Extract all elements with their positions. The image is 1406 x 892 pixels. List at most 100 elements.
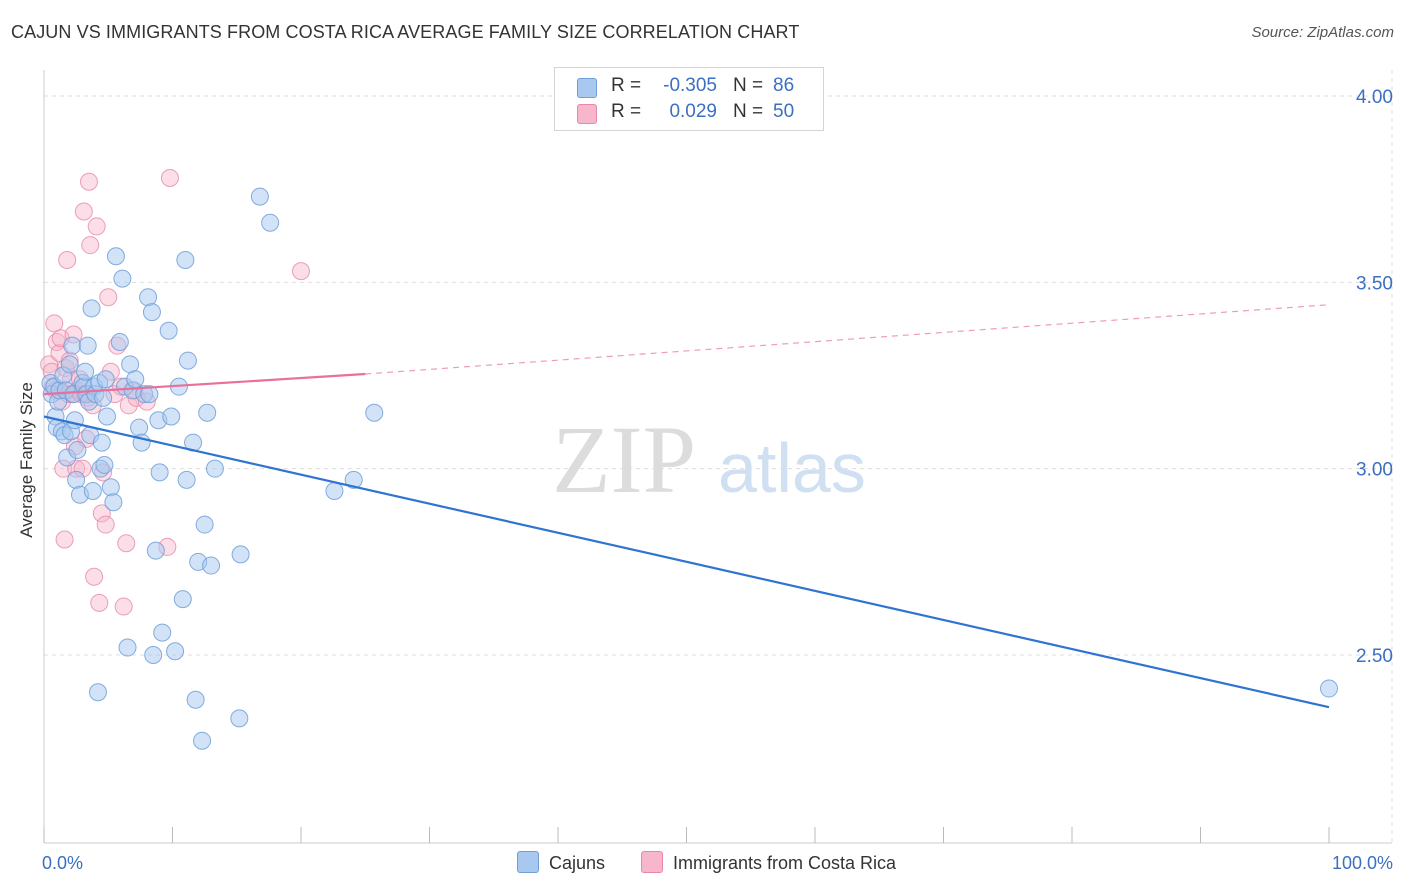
point-cajuns-39 [101,478,120,497]
legend-label-cajuns: Cajuns [549,853,606,873]
correlation-legend: R = -0.305 N = 86 R = 0.029 N = 50 [554,67,824,131]
source-label: Source: ZipAtlas.com [1251,24,1394,41]
point-costa-rica-3 [45,314,64,333]
chart-title: CAJUN VS IMMIGRANTS FROM COSTA RICA AVER… [11,22,800,42]
point-cajuns-69 [186,690,205,709]
point-cajuns-73 [198,403,217,422]
legend-swatch-cajuns [577,78,597,98]
point-cajuns-36 [95,455,114,474]
legend-n-value: 86 [773,75,795,96]
point-costa-rica-43 [117,534,136,553]
x-tick-label-start: 0.0% [42,853,83,873]
point-costa-rica-34 [92,504,111,523]
trend-line-cajuns [43,415,1330,709]
point-cajuns-18 [68,441,87,460]
point-cajuns-52 [139,288,158,307]
point-cajuns-49 [130,418,149,437]
point-cajuns-31 [88,683,107,702]
point-cajuns-79 [261,213,280,232]
point-cajuns-71 [193,731,212,750]
point-cajuns-72 [195,515,214,534]
point-costa-rica-42 [114,597,133,616]
legend-swatch-costa-rica [641,851,663,873]
legend-n-label: N = [733,75,764,96]
point-costa-rica-28 [79,172,98,191]
point-cajuns-37 [96,370,115,389]
tick-labels: 2.50 3.00 3.50 4.00 0.0% 100.0% [42,87,1393,873]
point-cajuns-28 [83,482,102,501]
point-cajuns-67 [177,470,196,489]
point-cajuns-27 [82,299,101,318]
axes [43,70,1392,844]
grid-lines [44,70,1393,843]
point-cajuns-54 [142,303,161,322]
point-costa-rica-50 [292,262,310,281]
point-cajuns-75 [205,459,224,478]
point-cajuns-53 [140,385,159,404]
point-costa-rica-33 [90,593,109,612]
point-cajuns-40 [104,493,123,512]
point-cajuns-81 [344,470,363,489]
point-costa-rica-49 [160,168,179,187]
point-costa-rica-31 [85,567,104,586]
x-tick-label-end: 100.0% [1332,853,1393,873]
point-cajuns-42 [110,332,129,351]
legend-item-costa-rica: Immigrants from Costa Rica [641,851,896,874]
point-costa-rica-0 [40,355,59,374]
legend-r-label: R = [611,101,642,122]
series-cajuns-points [41,187,1338,750]
point-cajuns-56 [146,541,165,560]
point-costa-rica-12 [58,250,77,269]
legend-r-value: 0.029 [669,101,717,122]
legend-n-label: N = [733,101,764,122]
point-costa-rica-10 [55,530,74,549]
point-cajuns-48 [126,370,145,389]
point-cajuns-24 [78,336,97,355]
point-cajuns-66 [178,351,197,370]
point-costa-rica-29 [81,236,100,255]
point-cajuns-43 [113,269,132,288]
point-cajuns-80 [325,482,344,501]
legend-n-value: 50 [773,101,795,122]
legend-r-label: R = [611,75,642,96]
point-cajuns-82 [365,403,384,422]
point-cajuns-17 [67,470,86,489]
legend-swatch-costa-rica [577,104,597,124]
y-tick-label-1: 3.00 [1356,460,1393,481]
watermark-atlas: atlas [718,429,866,507]
point-cajuns-60 [159,321,178,340]
point-cajuns-76 [230,709,249,728]
legend-item-cajuns: Cajuns [517,851,605,874]
point-cajuns-65 [176,250,195,269]
point-cajuns-78 [250,187,269,206]
point-cajuns-12 [60,355,79,374]
point-cajuns-41 [106,247,125,266]
point-cajuns-83 [1320,679,1338,698]
legend-row-cajuns: R = -0.305 N = 86 [555,75,823,99]
point-costa-rica-32 [87,217,106,236]
legend-row-costa-rica: R = 0.029 N = 50 [555,101,823,125]
point-cajuns-61 [162,407,181,426]
point-cajuns-35 [94,388,113,407]
y-tick-label-0: 2.50 [1356,646,1393,667]
trend-lines [43,304,1330,709]
trend-line-costa-rica [43,372,366,396]
y-tick-label-3: 4.00 [1356,87,1393,108]
point-costa-rica-24 [74,202,93,221]
point-cajuns-58 [150,463,169,482]
point-cajuns-59 [153,623,172,642]
legend-swatch-cajuns [517,851,539,873]
legend-r-value: -0.305 [663,75,717,96]
point-cajuns-74 [202,556,221,575]
point-cajuns-22 [76,362,95,381]
point-cajuns-34 [92,433,111,452]
point-cajuns-55 [144,646,163,664]
point-cajuns-45 [118,638,137,657]
point-cajuns-16 [65,411,84,430]
y-axis-label: Average Family Size [17,382,36,538]
trend-line-costa-rica-extrapolated [365,304,1330,375]
point-costa-rica-37 [99,288,118,307]
series-legend: Cajuns Immigrants from Costa Rica [0,851,1406,877]
watermark-zip: ZIP [552,406,696,513]
